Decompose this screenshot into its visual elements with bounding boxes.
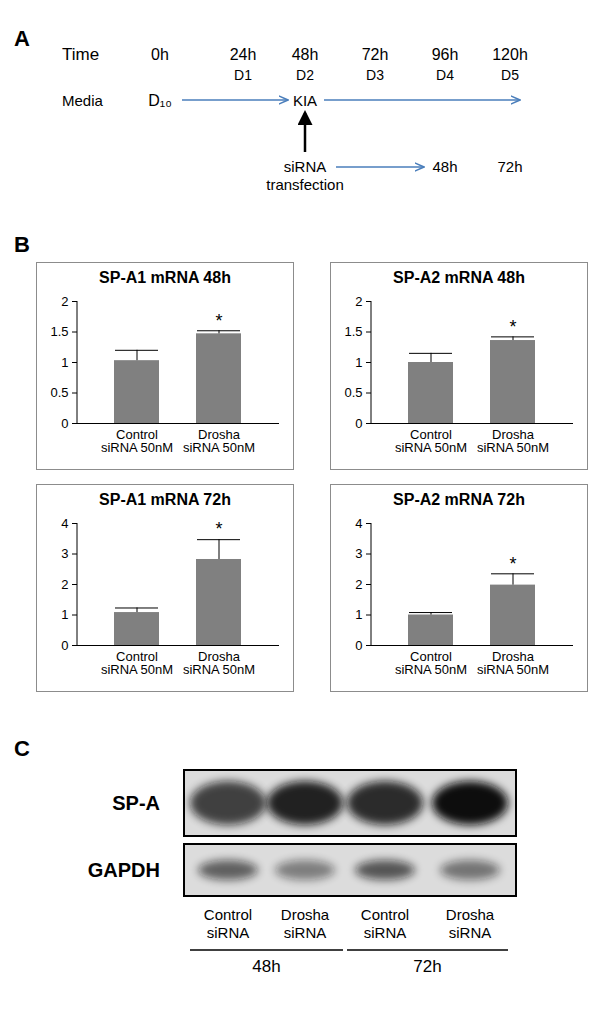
svg-text:4: 4 (355, 516, 362, 531)
svg-text:0: 0 (355, 638, 362, 653)
svg-text:96h: 96h (432, 46, 459, 63)
svg-text:ControlsiRNA 50nM: ControlsiRNA 50nM (395, 427, 467, 455)
html-text:SP-A1 mRNA 72h: SP-A1 mRNA 72h (99, 491, 231, 508)
svg-text:Drosha: Drosha (281, 906, 330, 923)
svg-text:1.5: 1.5 (50, 324, 68, 339)
svg-text:Time: Time (62, 45, 99, 64)
svg-text:D5: D5 (501, 67, 519, 83)
svg-text:transfection: transfection (266, 176, 344, 193)
svg-text:72h: 72h (497, 158, 522, 175)
svg-text:120h: 120h (492, 46, 528, 63)
svg-text:48h: 48h (292, 46, 319, 63)
svg-text:siRNA: siRNA (284, 158, 327, 175)
svg-text:ControlsiRNA 50nM: ControlsiRNA 50nM (101, 649, 173, 677)
svg-text:ControlsiRNA 50nM: ControlsiRNA 50nM (395, 649, 467, 677)
html-text:B: B (14, 232, 30, 257)
svg-text:D1: D1 (234, 67, 252, 83)
html-text:SP-A2 mRNA 48h: SP-A2 mRNA 48h (393, 269, 525, 286)
svg-text:D₁₀: D₁₀ (148, 92, 172, 109)
svg-text:Control: Control (204, 906, 252, 923)
svg-text:D3: D3 (366, 67, 384, 83)
svg-text:1: 1 (355, 607, 362, 622)
svg-text:A: A (14, 26, 30, 51)
svg-text:4: 4 (61, 516, 68, 531)
svg-text:*: * (509, 554, 516, 574)
svg-text:DroshasiRNA 50nM: DroshasiRNA 50nM (183, 649, 255, 677)
svg-text:2: 2 (355, 577, 362, 592)
svg-text:72h: 72h (362, 46, 389, 63)
svg-text:ControlsiRNA 50nM: ControlsiRNA 50nM (101, 427, 173, 455)
svg-text:*: * (509, 317, 516, 337)
svg-text:D2: D2 (296, 67, 314, 83)
svg-text:3: 3 (61, 546, 68, 561)
svg-text:1.5: 1.5 (344, 324, 362, 339)
svg-text:D4: D4 (436, 67, 454, 83)
svg-text:48h: 48h (252, 957, 280, 976)
svg-text:DroshasiRNA 50nM: DroshasiRNA 50nM (183, 427, 255, 455)
svg-text:SP-A: SP-A (112, 792, 160, 814)
svg-text:0: 0 (61, 638, 68, 653)
svg-text:*: * (215, 311, 222, 331)
svg-text:C: C (14, 736, 30, 761)
svg-text:1: 1 (61, 355, 68, 370)
html-text:SP-A1 mRNA 48h: SP-A1 mRNA 48h (99, 269, 231, 286)
svg-text:0h: 0h (151, 46, 169, 63)
svg-text:1: 1 (355, 355, 362, 370)
svg-text:KIA: KIA (293, 92, 317, 109)
svg-text:Control: Control (361, 906, 409, 923)
svg-text:48h: 48h (432, 158, 457, 175)
svg-text:siRNA: siRNA (284, 924, 327, 941)
svg-text:0.5: 0.5 (50, 385, 68, 400)
html-text:SP-A2 mRNA 72h: SP-A2 mRNA 72h (393, 491, 525, 508)
svg-text:GAPDH: GAPDH (88, 859, 160, 881)
svg-text:24h: 24h (230, 46, 257, 63)
svg-text:1: 1 (61, 607, 68, 622)
svg-text:DroshasiRNA 50nM: DroshasiRNA 50nM (477, 427, 549, 455)
svg-text:Media: Media (62, 92, 104, 109)
svg-text:siRNA: siRNA (364, 924, 407, 941)
svg-text:72h: 72h (413, 957, 441, 976)
svg-text:0.5: 0.5 (344, 385, 362, 400)
svg-text:siRNA: siRNA (207, 924, 250, 941)
svg-text:0: 0 (355, 416, 362, 431)
svg-text:Drosha: Drosha (446, 906, 495, 923)
svg-text:*: * (215, 519, 222, 539)
svg-text:3: 3 (355, 546, 362, 561)
svg-text:2: 2 (61, 294, 68, 309)
svg-text:0: 0 (61, 416, 68, 431)
svg-text:2: 2 (355, 294, 362, 309)
svg-text:2: 2 (61, 577, 68, 592)
svg-text:DroshasiRNA 50nM: DroshasiRNA 50nM (477, 649, 549, 677)
svg-text:siRNA: siRNA (449, 924, 492, 941)
